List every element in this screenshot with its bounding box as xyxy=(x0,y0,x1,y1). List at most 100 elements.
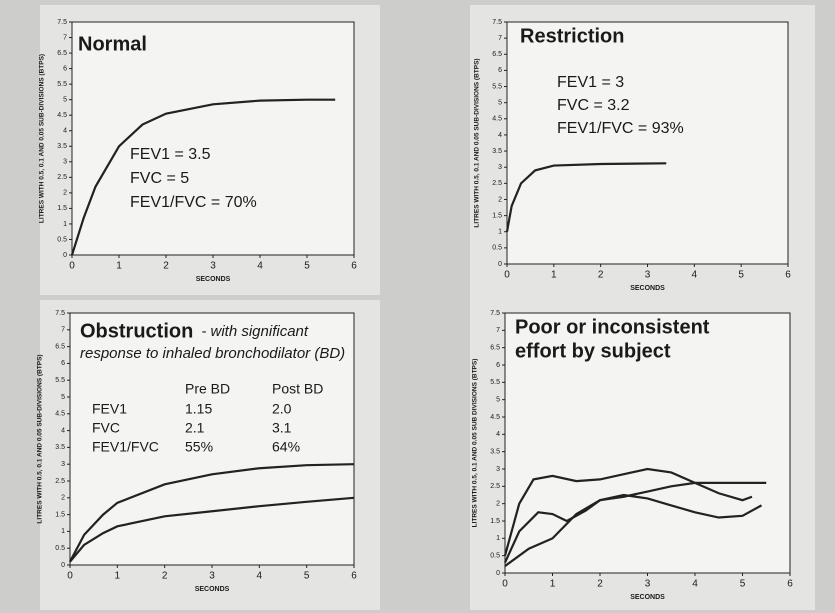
x-tick-label: 3 xyxy=(210,261,216,272)
spirometry-curve xyxy=(504,481,767,567)
y-tick-label: 1.5 xyxy=(57,205,67,212)
x-tick-label: 2 xyxy=(163,261,169,272)
y-tick-label: 7.5 xyxy=(490,310,500,317)
y-tick-label: 5.5 xyxy=(55,377,65,384)
y-tick-label: 3.5 xyxy=(57,143,67,150)
x-tick-label: 4 xyxy=(692,270,698,281)
y-tick-label: 1 xyxy=(61,528,65,535)
table-cell: 3.1 xyxy=(272,420,292,436)
y-tick-label: 5.5 xyxy=(490,379,500,386)
y-tick-label: 0.5 xyxy=(55,545,65,552)
y-tick-label: 4 xyxy=(63,128,67,135)
chart-title: Normal xyxy=(78,33,147,55)
y-axis-label: LITRES WITH 0.5, 0.1 AND 0.05 SUB-DIVISI… xyxy=(39,54,46,223)
x-tick-label: 1 xyxy=(115,571,121,582)
y-tick-label: 5 xyxy=(61,394,65,401)
x-tick-label: 6 xyxy=(351,261,357,272)
y-tick-label: 7 xyxy=(498,35,502,42)
x-tick-label: 1 xyxy=(550,579,556,590)
table-cell: FVC xyxy=(92,420,120,436)
y-tick-label: 7 xyxy=(496,327,500,334)
table-cell: 64% xyxy=(272,439,300,455)
y-tick-label: 2 xyxy=(496,501,500,508)
x-axis-label: SECONDS xyxy=(630,594,665,601)
x-axis-label: SECONDS xyxy=(195,586,230,593)
chart-subtitle: response to inhaled bronchodilator (BD) xyxy=(80,345,345,362)
x-tick-label: 5 xyxy=(740,579,746,590)
y-tick-label: 1 xyxy=(496,535,500,542)
y-tick-label: 4 xyxy=(498,132,502,139)
annotation: FEV1 = 3.5 xyxy=(130,146,211,163)
annotation: FEV1 = 3 xyxy=(557,74,624,91)
spirometry-curve xyxy=(70,98,336,256)
y-tick-label: 4.5 xyxy=(492,116,502,123)
chart-title: Obstruction xyxy=(80,320,193,342)
y-tick-label: 7.5 xyxy=(55,310,65,317)
x-tick-label: 3 xyxy=(645,270,651,281)
spirometry-curve xyxy=(69,463,355,563)
annotation: FEV1/FVC = 70% xyxy=(130,194,257,211)
x-tick-label: 6 xyxy=(351,571,357,582)
y-tick-label: 3.5 xyxy=(490,449,500,456)
y-tick-label: 6.5 xyxy=(490,345,500,352)
x-tick-label: 0 xyxy=(69,261,75,272)
table-cell: 2.1 xyxy=(185,420,205,436)
y-tick-label: 6 xyxy=(498,67,502,74)
x-tick-label: 4 xyxy=(257,571,263,582)
x-tick-label: 6 xyxy=(785,270,791,281)
x-tick-label: 5 xyxy=(304,261,310,272)
y-tick-label: 6.5 xyxy=(57,50,67,57)
y-tick-label: 5.5 xyxy=(492,83,502,90)
x-tick-label: 0 xyxy=(504,270,510,281)
y-tick-label: 2.5 xyxy=(55,478,65,485)
x-tick-label: 0 xyxy=(67,571,73,582)
plot-frame xyxy=(506,21,789,265)
y-tick-label: 3 xyxy=(496,466,500,473)
table-cell: FEV1/FVC xyxy=(92,439,159,455)
annotation: FVC = 3.2 xyxy=(557,97,630,114)
y-tick-label: 0.5 xyxy=(492,245,502,252)
x-tick-label: 6 xyxy=(787,579,793,590)
y-axis-label: LITRES WITH 0.5, 0.1 AND 0.05 SUB-DIVISI… xyxy=(474,58,481,227)
y-tick-label: 6.5 xyxy=(492,51,502,58)
x-tick-label: 4 xyxy=(257,261,263,272)
y-tick-label: 3.5 xyxy=(492,148,502,155)
y-tick-label: 3.5 xyxy=(55,444,65,451)
table-cell: 1.15 xyxy=(185,401,212,417)
y-tick-label: 4 xyxy=(61,427,65,434)
y-tick-label: 1.5 xyxy=(492,212,502,219)
y-tick-label: 1.5 xyxy=(490,518,500,525)
annotation: FVC = 5 xyxy=(130,170,189,187)
y-tick-label: 5.5 xyxy=(57,81,67,88)
table-cell: 55% xyxy=(185,439,213,455)
x-tick-label: 2 xyxy=(597,579,603,590)
x-tick-label: 4 xyxy=(692,579,698,590)
plot-frame xyxy=(504,312,791,574)
y-tick-label: 5 xyxy=(496,397,500,404)
y-tick-label: 0 xyxy=(61,562,65,569)
y-tick-label: 0 xyxy=(496,570,500,577)
table-header: Pre BD xyxy=(185,381,230,397)
y-tick-label: 6 xyxy=(63,65,67,72)
y-tick-label: 2.5 xyxy=(492,180,502,187)
x-tick-label: 1 xyxy=(116,261,122,272)
y-tick-label: 0.5 xyxy=(490,553,500,560)
y-tick-label: 7.5 xyxy=(57,19,67,26)
y-tick-label: 1.5 xyxy=(55,511,65,518)
y-tick-label: 4.5 xyxy=(490,414,500,421)
chart-title: Poor or inconsistent xyxy=(515,316,710,338)
y-tick-label: 4.5 xyxy=(55,411,65,418)
y-tick-label: 2.5 xyxy=(57,174,67,181)
y-tick-label: 2 xyxy=(498,196,502,203)
y-tick-label: 7 xyxy=(63,34,67,41)
y-tick-label: 3 xyxy=(61,461,65,468)
plot-frame xyxy=(69,312,355,566)
table-header: Post BD xyxy=(272,381,323,397)
x-axis-label: SECONDS xyxy=(196,276,231,283)
x-tick-label: 5 xyxy=(304,571,310,582)
y-tick-label: 1 xyxy=(63,221,67,228)
y-tick-label: 6.5 xyxy=(55,343,65,350)
chart-title: Restriction xyxy=(520,25,624,47)
y-axis-label: LITRES WITH 0.5, 0.1 AND 0.05 SUB DIVISI… xyxy=(472,359,479,528)
